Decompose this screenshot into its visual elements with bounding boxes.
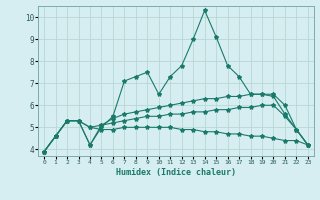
X-axis label: Humidex (Indice chaleur): Humidex (Indice chaleur) (116, 168, 236, 177)
